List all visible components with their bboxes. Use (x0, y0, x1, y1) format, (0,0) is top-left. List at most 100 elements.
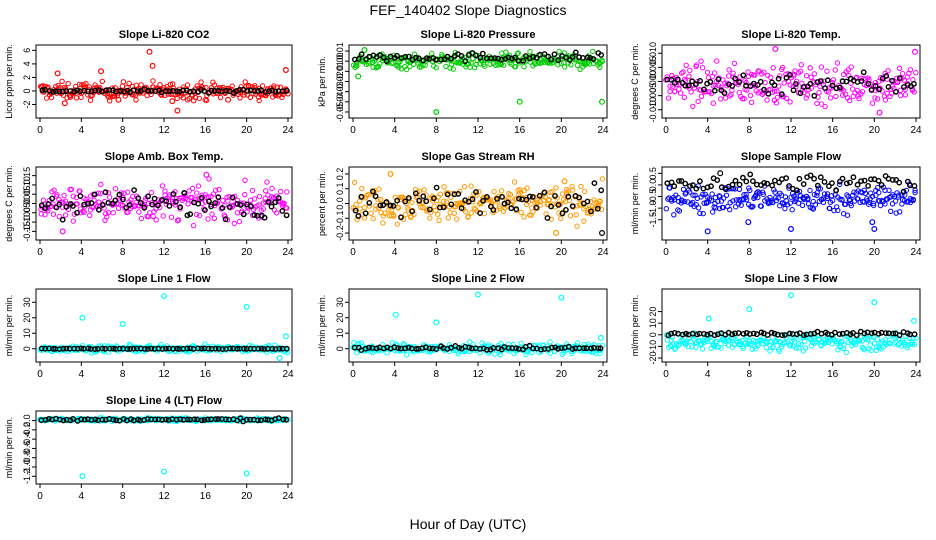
data-point-black (49, 195, 55, 202)
data-point (471, 205, 477, 212)
data-point (862, 190, 869, 197)
x-tick-label: 4 (705, 247, 711, 258)
x-tick-label: 4 (705, 125, 711, 136)
data-point-black (555, 57, 562, 64)
data-point (835, 347, 841, 353)
data-point-black (63, 203, 70, 210)
data-point (721, 195, 727, 201)
data-point (675, 194, 681, 201)
data-point-black (747, 171, 754, 178)
x-tick-label: 16 (200, 491, 212, 502)
data-point-black (505, 345, 512, 351)
data-point-black (757, 78, 764, 85)
data-point-black (479, 50, 486, 57)
data-point-black (206, 198, 212, 205)
data-point-black (74, 87, 81, 94)
data-point (715, 344, 721, 350)
data-point (773, 100, 780, 106)
outlier-point (97, 68, 104, 75)
data-point-black (843, 78, 850, 85)
data-point (130, 193, 136, 200)
outlier-point (876, 109, 883, 116)
data-point-black (39, 87, 46, 94)
data-point (668, 343, 674, 350)
data-point-black (858, 178, 864, 185)
data-point-black (223, 88, 230, 94)
data-point (376, 186, 382, 192)
data-point (435, 211, 441, 217)
x-tick-label: 0 (37, 247, 43, 258)
data-point-black (569, 346, 576, 352)
y-tick-label: -0.05 (22, 203, 32, 224)
data-point (741, 96, 747, 102)
x-tick-label: 8 (747, 125, 753, 136)
data-point-black (45, 415, 52, 422)
data-point (798, 341, 804, 348)
data-point-black (380, 54, 387, 61)
data-point-black (883, 73, 890, 79)
data-point-black (148, 345, 155, 352)
data-point (712, 82, 718, 88)
data-point (775, 195, 781, 201)
data-point (56, 213, 62, 220)
outlier-point (745, 219, 752, 226)
data-point-black (135, 195, 142, 202)
data-point-black (280, 416, 287, 423)
data-point (671, 212, 677, 218)
data-point (39, 84, 45, 90)
data-point (831, 207, 837, 214)
data-point (106, 194, 113, 200)
data-point-black (423, 198, 430, 205)
y-tick-label: 2 (22, 75, 32, 80)
data-point (804, 92, 811, 98)
data-point-black (536, 192, 543, 199)
data-point-black (208, 203, 215, 210)
data-point (559, 191, 566, 197)
data-point-black (219, 346, 226, 352)
data-point-black (227, 345, 234, 352)
data-point-black (92, 346, 98, 352)
outlier-point (717, 170, 724, 177)
data-point (190, 222, 197, 229)
data-point (104, 214, 110, 220)
data-point-black (832, 329, 838, 336)
data-point (677, 90, 684, 96)
data-point-black (141, 345, 148, 352)
outlier-point (597, 334, 604, 341)
data-point (787, 99, 793, 105)
plot-frame (35, 44, 293, 119)
data-point (509, 202, 515, 208)
x-tick-label: 0 (350, 125, 356, 136)
data-point (50, 211, 57, 217)
outlier-point (282, 66, 289, 73)
data-point-black (858, 78, 865, 84)
data-point-black (581, 345, 587, 352)
data-point (697, 210, 703, 217)
data-point (231, 220, 238, 227)
data-point (767, 194, 773, 201)
data-point-black (526, 193, 533, 200)
data-point (65, 80, 71, 87)
data-point (48, 94, 55, 101)
data-point (897, 209, 903, 215)
data-point-black (184, 212, 191, 219)
data-point (262, 195, 268, 202)
data-point (217, 94, 224, 101)
data-point-black (882, 330, 889, 336)
data-point (186, 95, 192, 102)
data-point (859, 89, 866, 95)
data-point (708, 90, 715, 97)
data-point-black (145, 87, 152, 94)
data-point (585, 59, 591, 66)
data-point (700, 191, 706, 198)
data-point (171, 85, 177, 92)
data-point (433, 65, 439, 71)
data-point (793, 345, 799, 351)
data-point-black (96, 206, 102, 213)
data-point-black (671, 183, 678, 190)
panel-title: Slope Li-820 CO2 (119, 29, 209, 41)
data-point (172, 202, 178, 208)
data-point (688, 89, 694, 95)
data-point (870, 200, 877, 207)
